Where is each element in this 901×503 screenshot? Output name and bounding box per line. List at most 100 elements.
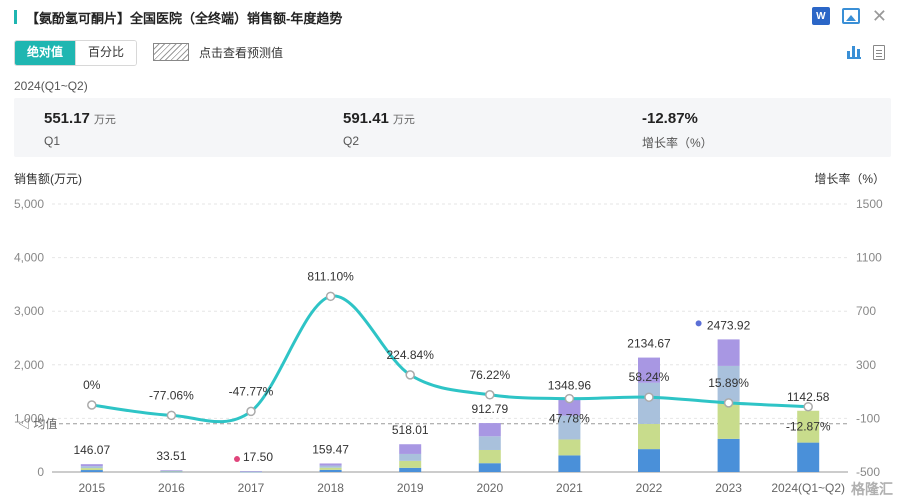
growth-line — [91, 294, 809, 424]
x-tick-label: 2020 — [476, 481, 503, 495]
bar-segment — [399, 453, 422, 461]
stat-q1-value: 551.17 — [44, 110, 90, 127]
x-tick-label: 2015 — [78, 481, 105, 495]
y-axis-title: 销售额(万元) — [14, 172, 82, 186]
growth-point — [325, 291, 336, 302]
x-tick-label: 2017 — [238, 481, 265, 495]
y-tick-label: 3,000 — [14, 304, 44, 318]
period-label: 2024(Q1~Q2) — [14, 79, 88, 93]
highlight-dot — [695, 320, 702, 327]
y-tick-label: 0 — [37, 465, 44, 479]
bar-segment — [478, 463, 501, 472]
bar-value-label: 518.01 — [392, 423, 429, 437]
bar-value-label: 1348.96 — [548, 379, 592, 393]
bar-segment — [558, 455, 581, 472]
highlight-dot — [234, 456, 240, 463]
image-export-icon[interactable] — [841, 8, 860, 24]
bar-value-label: 159.47 — [312, 442, 349, 456]
growth-point — [405, 370, 415, 380]
growth-value-label: 58.24% — [629, 370, 670, 384]
stat-growth-label: 增长率（%） — [642, 136, 713, 150]
growth-point — [803, 401, 813, 412]
bar-segment — [638, 423, 660, 450]
bar-segment — [240, 471, 262, 472]
bar-segment — [319, 465, 342, 468]
growth-value-label: 76.22% — [469, 368, 510, 382]
summary-panel: 551.17 万元 Q1 591.41 万元 Q2 -12.87% 增长率（%） — [14, 98, 891, 157]
bar-segment — [638, 382, 660, 424]
growth-point — [644, 392, 654, 402]
bar-value-label: 1142.58 — [787, 390, 830, 404]
y2-axis-title: 增长率（%） — [814, 172, 885, 186]
stat-q1-label: Q1 — [44, 134, 61, 148]
y-tick-label: 1,000 — [14, 411, 44, 425]
value-mode-toggle: 绝对值 百分比 — [14, 40, 138, 66]
growth-value-label: 47.78% — [549, 412, 590, 426]
growth-point — [723, 398, 734, 408]
x-tick-label: 2019 — [397, 481, 424, 495]
growth-value-label: 811.10% — [307, 269, 354, 283]
stat-q1: 551.17 万元 Q1 — [44, 110, 116, 148]
bar-segment — [80, 470, 103, 472]
bar-value-label: 2473.92 — [707, 318, 751, 332]
x-tick-label: 2023 — [715, 481, 742, 495]
bar-segment — [319, 467, 342, 470]
stat-growth: -12.87% 增长率（%） — [642, 110, 713, 151]
bar-segment — [80, 466, 103, 469]
growth-value-label: -47.77% — [229, 384, 274, 398]
bar-value-label: 17.50 — [243, 450, 273, 464]
bar-segment — [319, 469, 342, 472]
x-tick-label: 2016 — [158, 481, 185, 495]
bar-value-label: 912.79 — [471, 402, 508, 416]
tab-absolute[interactable]: 绝对值 — [15, 41, 76, 65]
bar-segment — [160, 471, 183, 473]
bar-segment — [160, 471, 183, 472]
stat-growth-value: -12.87% — [642, 110, 698, 127]
bar-segment — [399, 467, 422, 472]
bar-chart-icon[interactable] — [847, 45, 861, 59]
bar-segment — [558, 399, 581, 416]
stat-q1-unit: 万元 — [93, 114, 116, 126]
y-tick-label: 5,000 — [14, 197, 44, 211]
bar-segment — [717, 438, 740, 472]
title-accent-bar — [14, 10, 17, 24]
bar-segment — [478, 423, 501, 437]
close-icon[interactable]: ✕ — [871, 6, 887, 26]
bar-segment — [638, 449, 660, 472]
stat-q2-unit: 万元 — [392, 114, 415, 126]
bar-segment — [399, 460, 422, 468]
y2-tick-label: -100 — [856, 411, 880, 425]
bar-segment — [160, 470, 183, 471]
bar-value-label: 2134.67 — [627, 337, 671, 351]
growth-point — [564, 393, 575, 404]
bar-segment — [717, 365, 740, 402]
document-icon[interactable] — [873, 45, 885, 60]
forecast-toggle[interactable]: 点击查看预测值 — [153, 43, 283, 61]
bar-segment — [558, 415, 581, 440]
growth-value-label: -77.06% — [149, 388, 194, 402]
y2-tick-label: -500 — [856, 465, 880, 479]
tab-percent[interactable]: 百分比 — [75, 41, 137, 65]
page-title: 【氨酚氢可酮片】全国医院（全终端）销售额-年度趋势 — [26, 11, 343, 26]
x-tick-label: 2022 — [636, 481, 663, 495]
growth-point — [166, 410, 177, 421]
stat-q2-value: 591.41 — [343, 110, 389, 127]
window-actions: W ✕ — [811, 6, 887, 26]
forecast-hatch-swatch — [153, 43, 189, 61]
bar-value-label: 146.07 — [73, 443, 110, 457]
growth-point — [87, 400, 97, 410]
growth-point — [485, 390, 495, 400]
bar-segment — [638, 357, 660, 383]
bar-segment — [797, 442, 820, 472]
bar-segment — [160, 470, 183, 472]
y2-tick-label: 1100 — [856, 251, 882, 265]
x-tick-label: 2024(Q1~Q2) — [771, 481, 845, 495]
growth-value-label: -12.87% — [786, 420, 831, 434]
growth-point — [246, 406, 256, 417]
bar-segment — [717, 339, 740, 366]
y-tick-label: 2,000 — [14, 358, 44, 372]
growth-value-label: 0% — [83, 378, 101, 392]
word-export-icon[interactable]: W — [811, 7, 830, 25]
y2-tick-label: 1500 — [856, 197, 883, 211]
title-bar: 【氨酚氢可酮片】全国医院（全终端）销售额-年度趋势 W ✕ — [0, 0, 901, 34]
